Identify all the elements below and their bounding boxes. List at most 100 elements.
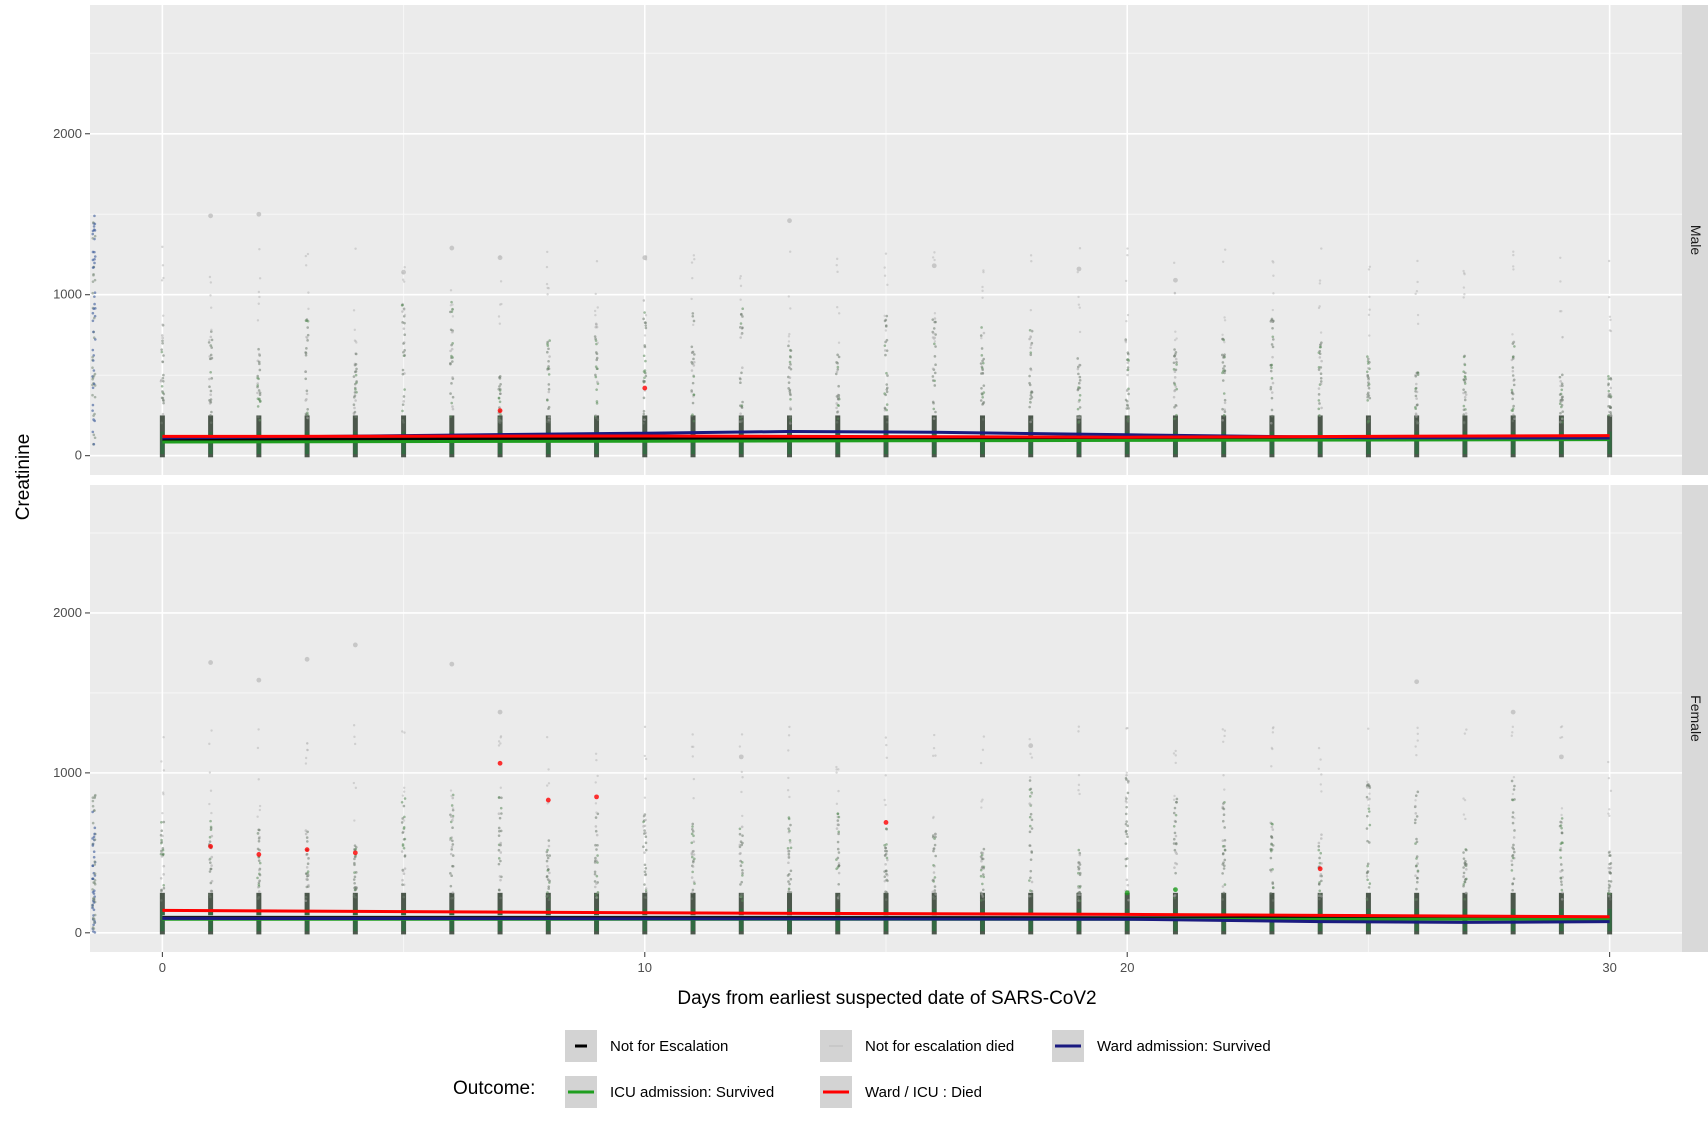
data-point bbox=[1173, 370, 1177, 374]
data-point bbox=[788, 360, 792, 364]
data-point bbox=[835, 827, 839, 830]
data-point bbox=[257, 728, 260, 731]
data-point bbox=[353, 844, 357, 847]
data-point bbox=[739, 416, 742, 420]
data-point bbox=[1174, 385, 1178, 388]
data-point bbox=[1174, 330, 1177, 333]
data-point bbox=[741, 874, 744, 877]
data-point bbox=[933, 891, 937, 895]
data-point bbox=[451, 826, 454, 829]
data-point bbox=[258, 368, 262, 372]
data-point bbox=[548, 415, 551, 419]
data-point bbox=[354, 373, 358, 377]
data-point bbox=[1366, 839, 1369, 843]
data-point bbox=[1510, 869, 1514, 872]
data-point bbox=[91, 348, 95, 352]
data-point bbox=[789, 250, 792, 253]
data-point bbox=[91, 837, 94, 840]
data-point bbox=[450, 401, 454, 405]
data-point bbox=[1076, 407, 1080, 411]
data-point bbox=[1607, 382, 1610, 385]
data-point bbox=[1560, 405, 1563, 409]
data-point bbox=[836, 896, 840, 900]
data-point bbox=[1029, 346, 1032, 350]
data-point bbox=[547, 347, 550, 351]
data-point bbox=[450, 804, 454, 807]
data-point bbox=[93, 302, 96, 306]
data-point bbox=[91, 821, 95, 825]
data-point bbox=[1172, 261, 1176, 265]
data-point bbox=[1464, 393, 1468, 396]
y-tick-label: 1000 bbox=[53, 287, 82, 302]
data-point bbox=[1559, 856, 1563, 859]
data-point bbox=[1317, 848, 1321, 852]
data-point bbox=[1124, 830, 1128, 834]
data-point bbox=[210, 330, 213, 333]
data-point bbox=[449, 362, 452, 366]
data-point bbox=[1271, 828, 1275, 831]
data-point bbox=[91, 810, 94, 814]
data-point bbox=[1029, 351, 1033, 355]
data-point bbox=[161, 245, 164, 249]
data-point bbox=[1464, 817, 1467, 821]
data-point bbox=[594, 843, 597, 847]
data-point bbox=[1318, 282, 1322, 285]
data-point bbox=[161, 341, 164, 345]
data-point bbox=[981, 873, 985, 876]
data-point bbox=[209, 389, 213, 393]
data-point bbox=[596, 854, 599, 857]
data-point bbox=[1125, 878, 1129, 882]
data-point bbox=[982, 269, 985, 272]
data-point bbox=[934, 854, 937, 858]
data-point bbox=[449, 789, 453, 792]
data-point bbox=[787, 880, 790, 883]
data-point bbox=[787, 335, 791, 338]
data-point bbox=[92, 923, 95, 927]
data-point bbox=[789, 349, 793, 352]
data-point bbox=[1030, 818, 1034, 822]
data-point bbox=[982, 331, 986, 335]
data-point bbox=[499, 280, 503, 283]
data-point bbox=[548, 420, 551, 424]
data-point bbox=[258, 352, 261, 356]
data-point bbox=[93, 314, 97, 318]
data-point bbox=[354, 388, 357, 391]
data-point bbox=[1608, 814, 1611, 818]
data-point bbox=[306, 862, 310, 866]
data-point bbox=[209, 789, 213, 792]
data-point bbox=[1271, 731, 1275, 734]
data-point bbox=[933, 342, 936, 346]
data-point bbox=[1221, 819, 1225, 823]
data-point bbox=[596, 843, 599, 847]
data-point bbox=[1317, 393, 1321, 396]
data-point bbox=[92, 442, 96, 446]
data-point bbox=[836, 353, 839, 357]
data-point bbox=[1318, 897, 1321, 901]
data-point bbox=[883, 875, 887, 879]
data-point bbox=[160, 820, 163, 824]
data-point bbox=[160, 348, 164, 351]
legend-label: Not for escalation died bbox=[865, 1038, 1014, 1055]
data-point bbox=[789, 307, 792, 310]
data-point bbox=[162, 864, 166, 868]
data-point bbox=[837, 355, 841, 359]
data-point bbox=[92, 369, 96, 372]
data-point bbox=[982, 357, 986, 361]
data-point bbox=[1029, 787, 1033, 791]
data-point bbox=[1561, 336, 1564, 339]
data-point bbox=[92, 225, 96, 228]
data-point bbox=[1560, 388, 1564, 392]
data-point bbox=[885, 383, 889, 386]
data-point bbox=[1319, 382, 1323, 386]
data-point bbox=[1174, 850, 1178, 854]
data-point bbox=[1413, 821, 1417, 825]
data-point bbox=[594, 802, 598, 805]
data-point bbox=[690, 832, 694, 836]
data-point bbox=[1320, 359, 1323, 363]
data-point bbox=[401, 817, 405, 820]
data-point bbox=[1607, 375, 1610, 378]
data-point bbox=[1172, 395, 1176, 399]
data-point bbox=[1317, 368, 1321, 371]
data-point bbox=[1029, 894, 1033, 898]
series-line-ward-icu-died bbox=[162, 434, 1610, 439]
